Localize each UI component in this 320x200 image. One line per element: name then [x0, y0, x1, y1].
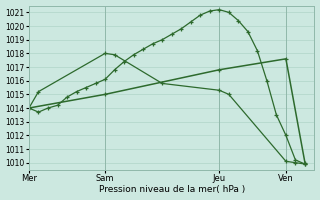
- X-axis label: Pression niveau de la mer( hPa ): Pression niveau de la mer( hPa ): [99, 185, 245, 194]
